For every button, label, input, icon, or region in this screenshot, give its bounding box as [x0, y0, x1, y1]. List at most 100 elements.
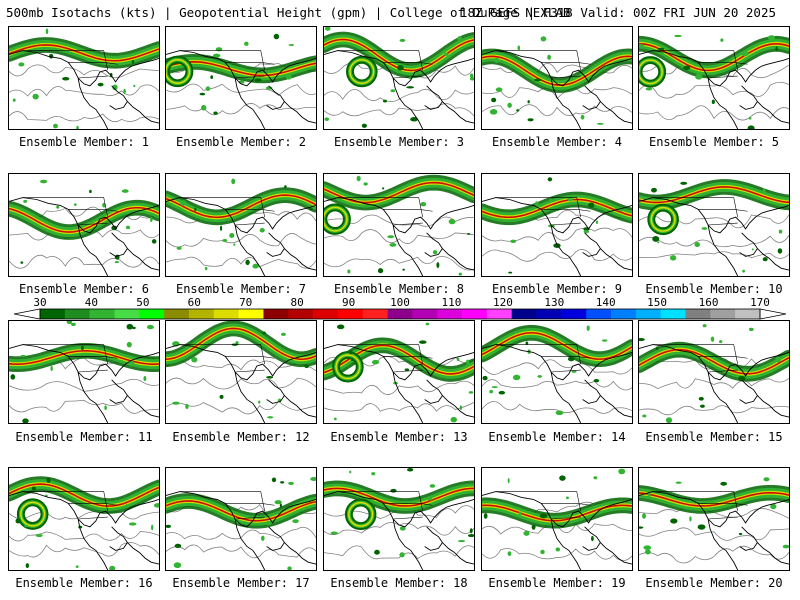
- coastline: [482, 197, 632, 276]
- ensemble-member-9-map: [481, 173, 633, 277]
- wind-speckle: [507, 102, 512, 108]
- map-title: 500mb Isotachs (kts) | Geopotential Heig…: [6, 5, 794, 23]
- political-borders: [495, 344, 591, 373]
- wind-speckle: [645, 549, 651, 555]
- wind-speckle: [770, 503, 777, 510]
- wind-speckle: [711, 99, 715, 104]
- ensemble-member-13-caption: Ensemble Member: 13: [330, 430, 468, 444]
- wind-speckle: [719, 340, 723, 344]
- wind-speckle: [330, 531, 338, 535]
- vortex-ring: [335, 354, 361, 380]
- colorbar-swatch: [561, 309, 587, 319]
- wind-speckle: [254, 78, 262, 82]
- jet-stream-band: [9, 350, 159, 365]
- colorbar-swatch: [213, 309, 239, 319]
- wind-speckle: [371, 472, 376, 476]
- wind-speckle: [657, 241, 660, 244]
- ensemble-member-16-map: [8, 467, 160, 571]
- colorbar-swatch: [735, 309, 761, 319]
- vortex-ring: [324, 206, 348, 232]
- wind-speckle: [559, 475, 566, 481]
- ensemble-member-11-caption: Ensemble Member: 11: [15, 430, 153, 444]
- wind-speckle: [66, 321, 73, 325]
- coastline: [166, 491, 316, 570]
- wind-speckle: [643, 545, 652, 550]
- wind-speckle: [273, 33, 280, 40]
- wind-speckle: [199, 92, 206, 96]
- political-borders: [22, 491, 118, 520]
- ensemble-member-7-map: [165, 173, 317, 277]
- jet-stream-band: [324, 487, 474, 507]
- coastline: [639, 344, 789, 423]
- wind-speckle: [222, 239, 228, 242]
- ensemble-member-20-caption: Ensemble Member: 20: [645, 576, 783, 590]
- wind-speckle: [738, 375, 746, 382]
- ensemble-member-3-map: [323, 26, 475, 130]
- colorbar-swatch: [238, 309, 264, 319]
- wind-speckle: [701, 227, 708, 230]
- coastline: [324, 50, 474, 129]
- wind-speckle: [493, 57, 500, 63]
- jet-stream-band: [639, 42, 789, 72]
- wind-speckle: [456, 357, 460, 362]
- ensemble-member-4-caption: Ensemble Member: 4: [491, 135, 623, 149]
- wind-speckle: [571, 370, 577, 373]
- political-borders: [652, 344, 748, 373]
- ensemble-member-15-map: [638, 320, 790, 424]
- colorbar-swatch: [486, 309, 513, 319]
- wind-speckle: [151, 524, 154, 531]
- wind-speckle: [775, 356, 781, 363]
- colorbar-swatch: [313, 309, 339, 319]
- wind-speckle: [466, 359, 470, 365]
- wind-speckle: [697, 524, 706, 530]
- wind-speckle: [706, 361, 712, 366]
- height-contour: [639, 545, 789, 564]
- jet-stream-band: [639, 348, 789, 375]
- coastline: [639, 491, 789, 570]
- coastline: [166, 50, 316, 129]
- colorbar-swatch: [89, 309, 115, 319]
- wind-speckle: [261, 535, 265, 541]
- colorbar-tick-label: 150: [647, 296, 668, 309]
- height-contour: [9, 84, 159, 97]
- colorbar-tick-label: 70: [239, 296, 253, 309]
- ensemble-member-2-map: [165, 26, 317, 130]
- wind-speckle: [24, 524, 29, 528]
- wind-speckle: [534, 78, 542, 82]
- wind-speckle: [458, 272, 462, 276]
- wind-speckle: [104, 405, 107, 411]
- wind-speckle: [50, 365, 53, 372]
- wind-speckle: [516, 109, 520, 112]
- jet-stream-band: [166, 61, 316, 77]
- jet-stream-band: [324, 344, 474, 375]
- wind-speckle: [741, 51, 749, 57]
- wind-speckle: [219, 225, 223, 231]
- height-contour: [166, 544, 316, 559]
- wind-speckle: [390, 488, 397, 493]
- political-borders: [22, 197, 118, 226]
- height-contour: [482, 63, 632, 74]
- colorbar-swatch: [288, 309, 314, 319]
- wind-speckle: [25, 563, 30, 569]
- colorbar-tick-label: 100: [390, 296, 410, 309]
- height-contour: [9, 511, 159, 520]
- political-borders: [652, 50, 748, 79]
- wind-speckle: [288, 43, 294, 46]
- wind-speckle: [23, 199, 28, 203]
- wind-speckle: [259, 228, 265, 233]
- wind-speckle: [642, 414, 647, 418]
- height-contour: [9, 111, 159, 123]
- height-contour: [482, 249, 632, 262]
- wind-speckle: [588, 202, 595, 208]
- height-contour: [324, 545, 474, 560]
- wind-speckle: [518, 511, 522, 516]
- wind-speckle: [213, 111, 218, 115]
- height-contour: [482, 379, 632, 391]
- wind-speckle: [377, 268, 384, 274]
- colorbar-swatch: [164, 309, 190, 319]
- height-contour: [639, 251, 789, 259]
- wind-speckle: [595, 220, 599, 225]
- wind-speckle: [349, 350, 353, 355]
- wind-speckle: [112, 84, 118, 91]
- colorbar-swatch: [263, 309, 289, 319]
